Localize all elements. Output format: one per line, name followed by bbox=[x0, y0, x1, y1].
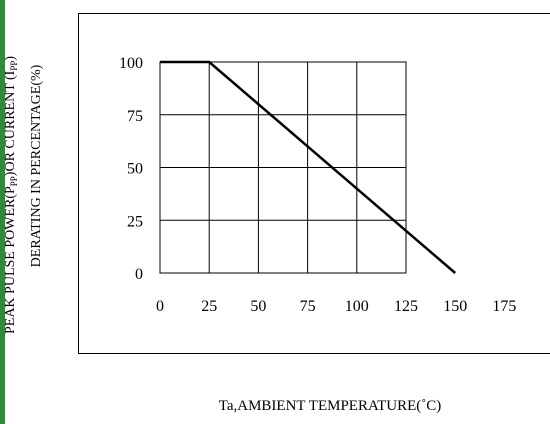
y-tick-label-25: 25 bbox=[127, 213, 143, 230]
y-tick-label-100: 100 bbox=[119, 55, 143, 72]
x-axis-label: Ta,AMBIENT TEMPERATURE(˚C) bbox=[218, 398, 442, 414]
y-axis-label: PEAK PULSE POWER(PPP)OR CURRENT (IPP) DE… bbox=[0, 0, 60, 424]
x-tick-label-150: 150 bbox=[443, 298, 467, 315]
x-tick-label-0: 0 bbox=[156, 298, 164, 315]
plot-frame bbox=[78, 13, 550, 354]
x-tick-label-75: 75 bbox=[300, 298, 316, 315]
y-axis-label-svg: PEAK PULSE POWER(PPP)OR CURRENT (IPP) DE… bbox=[3, 56, 44, 334]
x-tick-label-100: 100 bbox=[345, 298, 369, 315]
x-tick-label-125: 125 bbox=[394, 298, 418, 315]
accent-strip bbox=[0, 0, 5, 424]
y-tick-label-0: 0 bbox=[135, 266, 143, 283]
series-line-0 bbox=[160, 60, 457, 274]
y-axis-label-line1: PEAK PULSE POWER(PPP)OR CURRENT (IPP) bbox=[3, 56, 19, 334]
x-tick-label-25: 25 bbox=[201, 298, 217, 315]
y-axis-label-line2: DERATING IN PERCENTAGE(%) bbox=[29, 64, 44, 267]
y-tick-label-75: 75 bbox=[127, 108, 143, 125]
x-tick-label-50: 50 bbox=[250, 298, 266, 315]
y-tick-label-50: 50 bbox=[127, 161, 143, 178]
x-tick-label-175: 175 bbox=[492, 298, 516, 315]
